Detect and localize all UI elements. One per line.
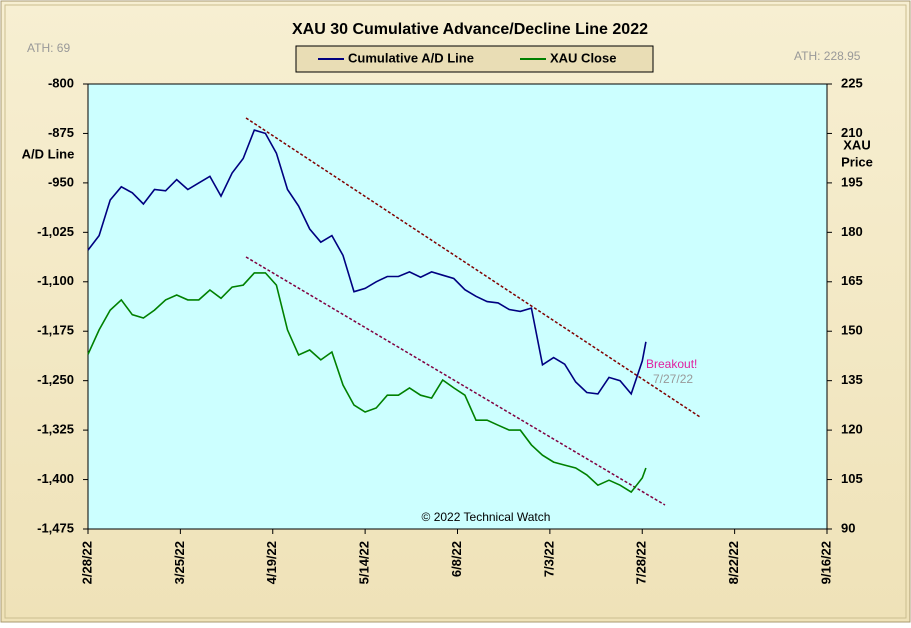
right-note: ATH: 228.95 bbox=[794, 49, 861, 63]
annotation: Breakout! bbox=[646, 357, 697, 371]
x-tick-label: 4/19/22 bbox=[264, 541, 279, 584]
y-tick-label: -1,025 bbox=[37, 224, 74, 239]
y-tick-label: -1,475 bbox=[37, 520, 74, 535]
y2-tick-label: 165 bbox=[841, 273, 863, 288]
legend-label: XAU Close bbox=[550, 50, 616, 65]
y2-tick-label: 225 bbox=[841, 75, 863, 90]
x-tick-label: 9/16/22 bbox=[818, 541, 833, 584]
frame bbox=[4, 4, 907, 619]
series-line bbox=[87, 129, 647, 396]
credit: © 2022 Technical Watch bbox=[422, 510, 551, 524]
y2-axis-label: XAU bbox=[843, 137, 870, 152]
y2-axis-label: Price bbox=[841, 154, 873, 169]
y-tick-label: -1,325 bbox=[37, 422, 74, 437]
y2-tick-label: 210 bbox=[841, 125, 863, 140]
x-tick-label: 7/3/22 bbox=[541, 541, 556, 577]
y-tick-label: -875 bbox=[48, 125, 74, 140]
legend-label: Cumulative A/D Line bbox=[348, 50, 474, 65]
y-tick-label: -1,100 bbox=[37, 273, 74, 288]
y-tick-label: -1,400 bbox=[37, 471, 74, 486]
left-note: ATH: 69 bbox=[27, 41, 70, 55]
x-tick-label: 3/25/22 bbox=[172, 541, 187, 584]
trend-line bbox=[245, 256, 666, 506]
y2-tick-label: 90 bbox=[841, 520, 855, 535]
series-line bbox=[87, 272, 647, 494]
legend bbox=[295, 45, 654, 73]
y-tick-label: -1,250 bbox=[37, 372, 74, 387]
x-tick-label: 2/28/22 bbox=[79, 541, 94, 584]
y2-tick-label: 105 bbox=[841, 471, 863, 486]
y-axis-label: A/D Line bbox=[22, 146, 75, 161]
y2-tick-label: 120 bbox=[841, 422, 863, 437]
x-tick-label: 5/14/22 bbox=[357, 541, 372, 584]
y-tick-label: -1,175 bbox=[37, 323, 74, 338]
y2-tick-label: 180 bbox=[841, 224, 863, 239]
y2-tick-label: 135 bbox=[841, 372, 863, 387]
y-tick-label: -950 bbox=[48, 174, 74, 189]
annotation-date: 7/27/22 bbox=[653, 372, 693, 386]
plot-area bbox=[87, 83, 828, 530]
x-tick-label: 6/8/22 bbox=[449, 541, 464, 577]
x-tick-label: 8/22/22 bbox=[726, 541, 741, 584]
x-tick-label: 7/28/22 bbox=[634, 541, 649, 584]
chart-title: XAU 30 Cumulative Advance/Decline Line 2… bbox=[292, 21, 648, 38]
y2-tick-label: 150 bbox=[841, 323, 863, 338]
trend-line bbox=[245, 117, 701, 418]
y2-tick-label: 195 bbox=[841, 174, 863, 189]
y-tick-label: -800 bbox=[48, 75, 74, 90]
